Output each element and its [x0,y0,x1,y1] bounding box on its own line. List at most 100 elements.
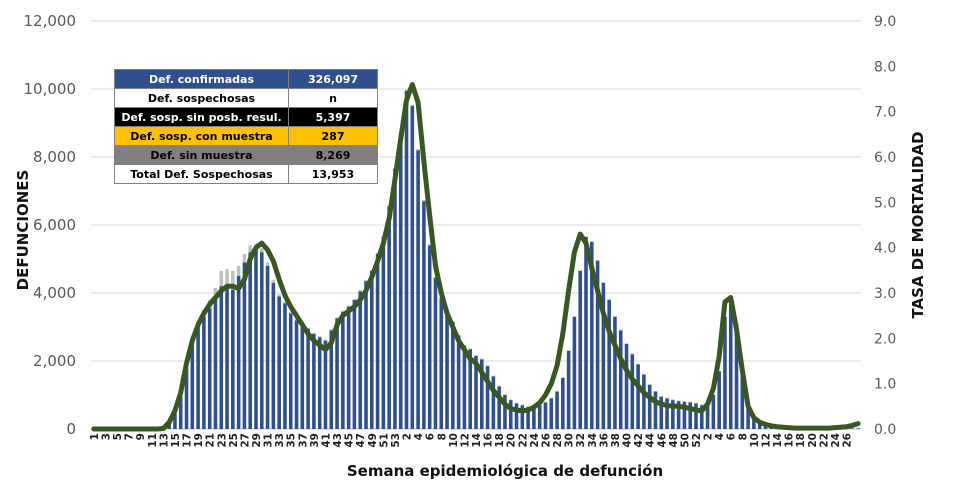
bar-suspect [364,280,368,282]
bar-confirmed [456,335,461,429]
bar-confirmed [572,316,577,429]
x-tick-label: 8 [436,433,448,440]
bar-confirmed [757,422,762,429]
x-tick-label: 16 [784,433,796,448]
bar-confirmed [404,90,409,429]
x-tick-label: 10 [749,433,761,448]
bar-confirmed [358,291,363,429]
bar-confirmed [207,308,212,429]
y2-axis-title: TASA DE MORTALIDAD [909,131,927,318]
bar-suspect [277,294,281,297]
bar-confirmed [728,301,733,429]
bar-confirmed [665,398,669,429]
summary-label: Def. sosp. sin posb. resul. [114,107,289,127]
bar-confirmed [277,296,281,429]
bar-confirmed [717,371,721,429]
bar-confirmed [219,286,224,429]
bar-confirmed [346,306,351,429]
bar-confirmed [682,401,687,429]
bar-suspect [659,396,664,397]
x-tick-label: 6 [425,433,437,440]
bar-confirmed [671,400,675,429]
bar-confirmed [375,253,380,429]
bar-suspect [341,310,345,312]
summary-label: Total Def. Sospechosas [114,164,289,184]
bar-confirmed [283,303,287,429]
bar-confirmed [265,265,270,429]
bar-suspect [497,385,501,387]
bar-confirmed [503,395,507,429]
bar-suspect [578,270,583,271]
bar-confirmed [520,405,525,429]
bar-confirmed [335,318,339,429]
x-tick-label: 24 [529,433,541,448]
x-tick-label: 50 [679,433,691,448]
y-axis-right: 0.0 1.0 2.0 3.0 4.0 5.0 6.0 7.0 8.0 9.0 [874,14,896,438]
bar-suspect [335,317,339,319]
bar-confirmed [752,418,756,429]
bar-confirmed [653,391,658,429]
bar-suspect [404,89,409,91]
bar-confirmed [196,327,200,429]
bar-confirmed [659,396,664,429]
bar-suspect [717,370,721,372]
x-tick-label: 27 [239,433,251,448]
bar-confirmed [329,330,334,429]
summary-row: Total Def. Sospechosas 13,953 [114,164,378,184]
bar-confirmed [537,405,542,429]
x-tick-label: 41 [321,433,333,448]
bar-confirmed [555,391,559,429]
bar-confirmed [225,286,229,429]
bar-suspect [416,149,420,151]
x-tick-label: 3 [101,433,113,440]
bar-confirmed [856,428,860,429]
x-tick-label: 12 [761,433,773,448]
bar-confirmed [491,376,496,429]
bar-confirmed [445,311,449,429]
x-tick-label: 8 [737,433,749,440]
bar-confirmed [630,354,635,429]
bar-confirmed [618,330,623,429]
y2-tick-label: 5.0 [874,195,896,211]
x-tick-label: 44 [645,433,657,448]
bar-confirmed [595,260,600,429]
bar-confirmed [514,403,519,429]
x-tick-label: 52 [691,433,703,448]
x-tick-label: 42 [633,433,645,448]
bar-confirmed [497,386,501,429]
bar-suspect [219,270,224,287]
bar-confirmed [589,242,594,429]
y-tick-label: 0 [66,420,76,438]
bar-confirmed [607,299,611,429]
x-tick-label: 16 [483,433,495,448]
bar-confirmed [190,344,195,429]
bar-suspect [694,402,698,404]
x-tick-label: 14 [471,433,483,448]
bar-confirmed [561,378,565,429]
x-tick-label: 5 [112,433,124,440]
x-tick-label: 19 [193,433,205,448]
y2-tick-label: 2.0 [874,331,896,347]
y2-tick-label: 6.0 [874,150,896,166]
summary-table: Def. confirmadas 326,097 Def. sospechosas n… [114,69,378,184]
bar-suspect [358,290,363,292]
x-tick-label: 23 [216,433,228,448]
bar-confirmed [306,328,310,429]
x-tick-label: 18 [795,433,807,448]
bar-confirmed [416,150,420,429]
summary-value: 326,097 [288,69,378,89]
bar-confirmed [271,282,276,429]
summary-label: Def. sospechosas [114,88,289,108]
y-tick-label: 10,000 [24,80,77,98]
bar-confirmed [178,396,183,429]
x-tick-label: 36 [598,433,610,448]
bar-suspect [526,406,530,407]
bar-suspect [491,375,496,377]
bar-suspect [682,401,687,402]
x-tick-label: 10 [448,433,460,448]
x-tick-label: 1 [89,433,101,440]
bar-suspect [468,348,473,350]
x-tick-label: 13 [158,433,170,448]
bar-confirmed [526,406,530,429]
bar-suspect [503,394,507,395]
